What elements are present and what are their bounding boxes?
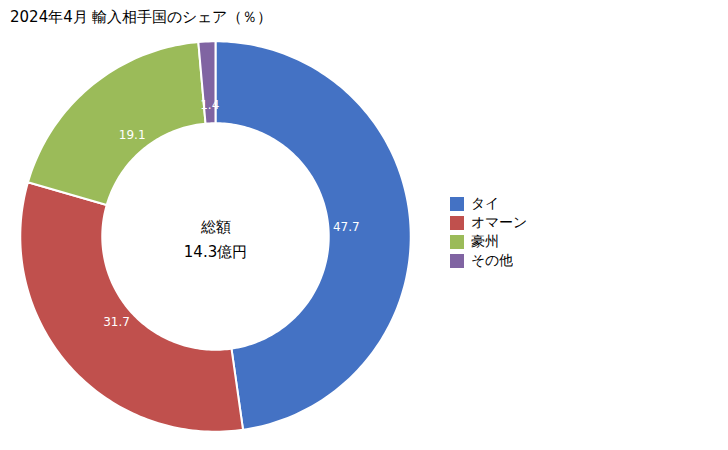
html-text:2024年4月 輸入相手国のシェア（％）: 2024年4月 輸入相手国のシェア（％）	[10, 8, 273, 26]
svg-text:総額14.3億円: 総額14.3億円	[184, 218, 247, 262]
svg-text:31.7: 31.7	[103, 315, 130, 329]
html-text:オマーン: オマーン	[471, 213, 527, 230]
svg-text:1.4: 1.4	[200, 98, 219, 112]
html-text:豪州: 豪州	[471, 232, 499, 249]
svg-text:19.1: 19.1	[119, 128, 146, 142]
html-text:その他: その他	[471, 251, 513, 268]
svg-text:47.7: 47.7	[333, 220, 360, 234]
html-text:タイ: タイ	[471, 194, 499, 211]
